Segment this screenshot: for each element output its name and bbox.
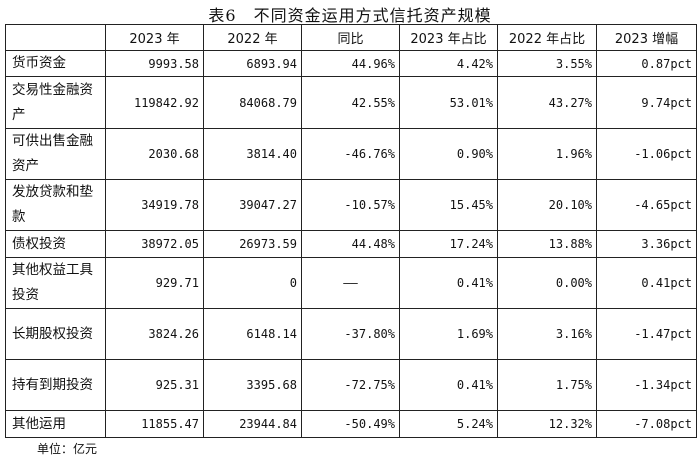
cell-change: 9.74pct bbox=[596, 76, 697, 129]
cell-yoy: 44.48% bbox=[301, 230, 400, 258]
column-header: 2022 年占比 bbox=[497, 24, 597, 51]
cell-share2023: 0.41% bbox=[399, 257, 498, 309]
row-label: 货币资金 bbox=[5, 50, 106, 77]
cell-yoy: 44.96% bbox=[301, 50, 400, 77]
cell-share2023: 53.01% bbox=[399, 76, 498, 129]
row-label: 其他权益工具投资 bbox=[5, 257, 106, 309]
cell-y2022: 39047.27 bbox=[203, 179, 302, 231]
row-label: 其他运用 bbox=[5, 410, 106, 438]
cell-change: 0.87pct bbox=[596, 50, 697, 77]
cell-y2023: 929.71 bbox=[105, 257, 204, 309]
cell-share2023: 0.41% bbox=[399, 359, 498, 411]
column-header: 2023 年 bbox=[105, 24, 204, 51]
table-row: 可供出售金融资产 2030.68 3814.40 -46.76% 0.90% 1.96% -… bbox=[5, 128, 697, 180]
cell-share2023: 0.90% bbox=[399, 128, 498, 180]
cell-yoy: -72.75% bbox=[301, 359, 400, 411]
cell-y2022: 6148.14 bbox=[203, 308, 302, 360]
cell-yoy: —— bbox=[301, 257, 400, 309]
cell-yoy: -46.76% bbox=[301, 128, 400, 180]
cell-share2022: 20.10% bbox=[497, 179, 597, 231]
column-header: 2022 年 bbox=[203, 24, 302, 51]
table-row: 其他权益工具投资 929.71 0 —— 0.41% 0.00% 0.41pct bbox=[5, 257, 697, 309]
column-header: 同比 bbox=[301, 24, 400, 51]
cell-share2023: 5.24% bbox=[399, 410, 498, 438]
table-row: 货币资金 9993.58 6893.94 44.96% 4.42% 3.55% 0.87pc… bbox=[5, 50, 697, 77]
cell-y2023: 34919.78 bbox=[105, 179, 204, 231]
cell-yoy: -37.80% bbox=[301, 308, 400, 360]
cell-share2023: 15.45% bbox=[399, 179, 498, 231]
cell-share2023: 1.69% bbox=[399, 308, 498, 360]
cell-share2022: 43.27% bbox=[497, 76, 597, 129]
cell-change: -1.34pct bbox=[596, 359, 697, 411]
cell-change: 0.41pct bbox=[596, 257, 697, 309]
cell-y2023: 2030.68 bbox=[105, 128, 204, 180]
cell-y2023: 9993.58 bbox=[105, 50, 204, 77]
cell-y2022: 23944.84 bbox=[203, 410, 302, 438]
cell-y2023: 3824.26 bbox=[105, 308, 204, 360]
cell-yoy: -10.57% bbox=[301, 179, 400, 231]
cell-y2022: 84068.79 bbox=[203, 76, 302, 129]
cell-y2022: 3395.68 bbox=[203, 359, 302, 411]
column-header bbox=[5, 24, 106, 51]
cell-share2022: 13.88% bbox=[497, 230, 597, 258]
cell-y2022: 6893.94 bbox=[203, 50, 302, 77]
table-row: 债权投资 38972.05 26973.59 44.48% 17.24% 13.88% 3.… bbox=[5, 230, 697, 258]
cell-yoy: 42.55% bbox=[301, 76, 400, 129]
cell-share2022: 0.00% bbox=[497, 257, 597, 309]
cell-yoy: -50.49% bbox=[301, 410, 400, 438]
column-header: 2023 增幅 bbox=[596, 24, 697, 51]
row-label: 长期股权投资 bbox=[5, 308, 106, 360]
cell-y2023: 11855.47 bbox=[105, 410, 204, 438]
cell-change: 3.36pct bbox=[596, 230, 697, 258]
column-header: 2023 年占比 bbox=[399, 24, 498, 51]
cell-y2023: 925.31 bbox=[105, 359, 204, 411]
table-row: 发放贷款和垫款 34919.78 39047.27 -10.57% 15.45% 20.1… bbox=[5, 179, 697, 231]
cell-y2022: 3814.40 bbox=[203, 128, 302, 180]
cell-y2023: 119842.92 bbox=[105, 76, 204, 129]
trust-assets-table: 2023 年 2022 年同比 2023 年占比 2022 年占比 2023 增幅 货币… bbox=[5, 24, 697, 438]
table-row: 持有到期投资 925.31 3395.68 -72.75% 0.41% 1.75% -1.3… bbox=[5, 359, 697, 411]
cell-share2022: 1.75% bbox=[497, 359, 597, 411]
table-row: 其他运用 11855.47 23944.84 -50.49% 5.24% 12.32% -7… bbox=[5, 410, 697, 438]
table-row: 长期股权投资 3824.26 6148.14 -37.80% 1.69% 3.16% -1.… bbox=[5, 308, 697, 360]
cell-y2022: 0 bbox=[203, 257, 302, 309]
row-label: 发放贷款和垫款 bbox=[5, 179, 106, 231]
cell-y2022: 26973.59 bbox=[203, 230, 302, 258]
row-label: 交易性金融资产 bbox=[5, 76, 106, 129]
unit-footnote: 单位：亿元 bbox=[37, 442, 98, 456]
cell-change: -7.08pct bbox=[596, 410, 697, 438]
cell-share2022: 12.32% bbox=[497, 410, 597, 438]
cell-change: -1.06pct bbox=[596, 128, 697, 180]
cell-y2023: 38972.05 bbox=[105, 230, 204, 258]
header-row: 2023 年 2022 年同比 2023 年占比 2022 年占比 2023 增幅 bbox=[5, 24, 697, 51]
cell-share2023: 4.42% bbox=[399, 50, 498, 77]
cell-share2022: 3.16% bbox=[497, 308, 597, 360]
cell-change: -4.65pct bbox=[596, 179, 697, 231]
cell-share2023: 17.24% bbox=[399, 230, 498, 258]
row-label: 持有到期投资 bbox=[5, 359, 106, 411]
row-label: 债权投资 bbox=[5, 230, 106, 258]
cell-share2022: 3.55% bbox=[497, 50, 597, 77]
cell-change: -1.47pct bbox=[596, 308, 697, 360]
table-row: 交易性金融资产 119842.92 84068.79 42.55% 53.01% 43.2… bbox=[5, 76, 697, 129]
row-label: 可供出售金融资产 bbox=[5, 128, 106, 180]
table-title: 表6 不同资金运用方式信托资产规模 bbox=[208, 6, 492, 25]
cell-share2022: 1.96% bbox=[497, 128, 597, 180]
